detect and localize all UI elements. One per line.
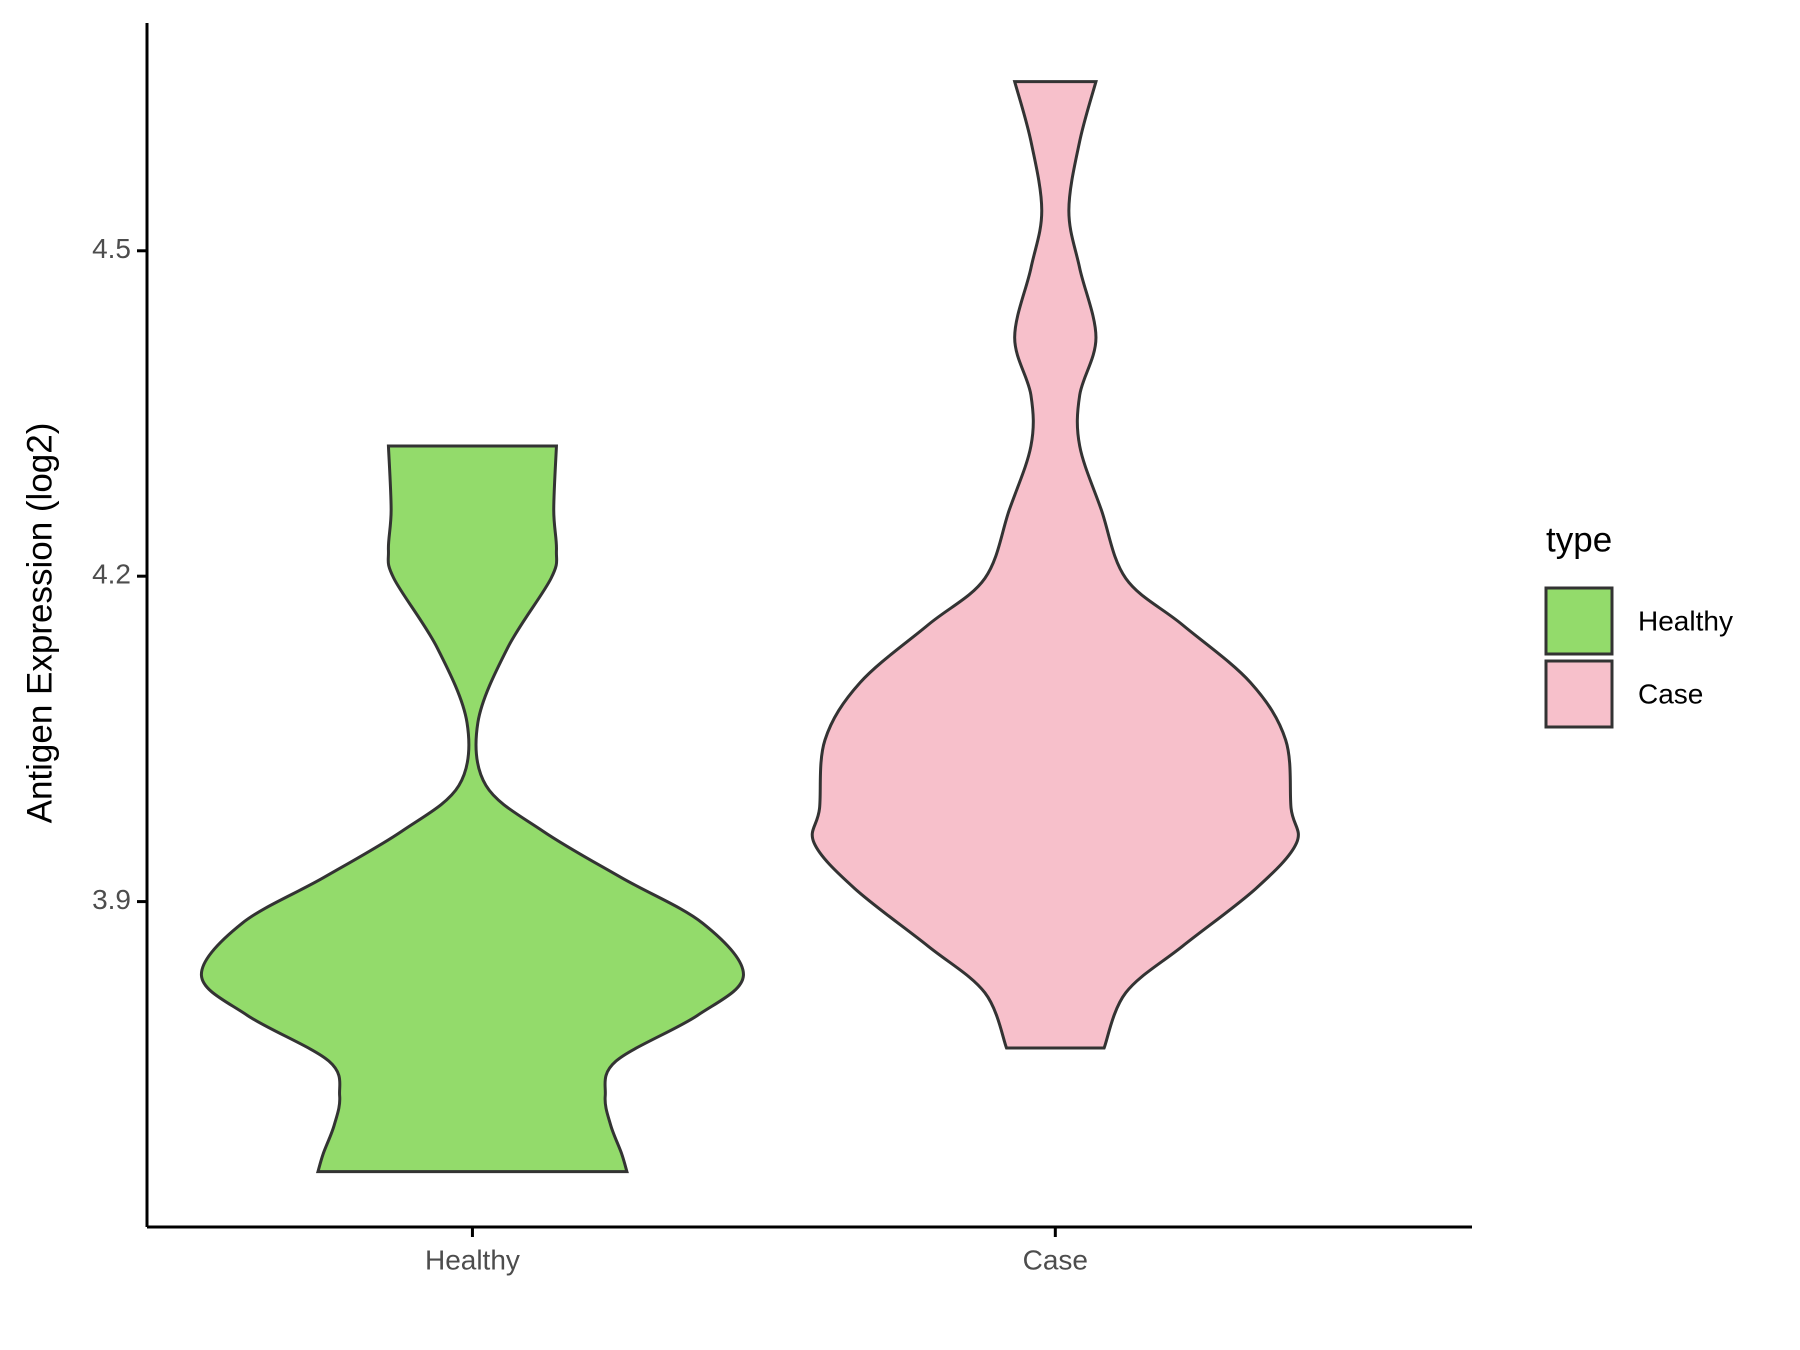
legend-label: Healthy bbox=[1638, 605, 1733, 636]
y-axis-title: Antigen Expression (log2) bbox=[20, 423, 59, 824]
x-tick-label: Healthy bbox=[425, 1244, 520, 1275]
y-tick-label: 4.5 bbox=[92, 233, 131, 264]
y-tick-label: 3.9 bbox=[92, 884, 131, 915]
legend-key bbox=[1544, 586, 1614, 656]
violin bbox=[199, 444, 745, 1174]
legend-title: type bbox=[1546, 520, 1612, 559]
x-tick-label: Case bbox=[1023, 1244, 1088, 1275]
legend-label: Case bbox=[1638, 678, 1703, 709]
legend-key bbox=[1544, 659, 1614, 729]
violin bbox=[810, 80, 1300, 1050]
y-tick-label: 4.2 bbox=[92, 559, 131, 590]
